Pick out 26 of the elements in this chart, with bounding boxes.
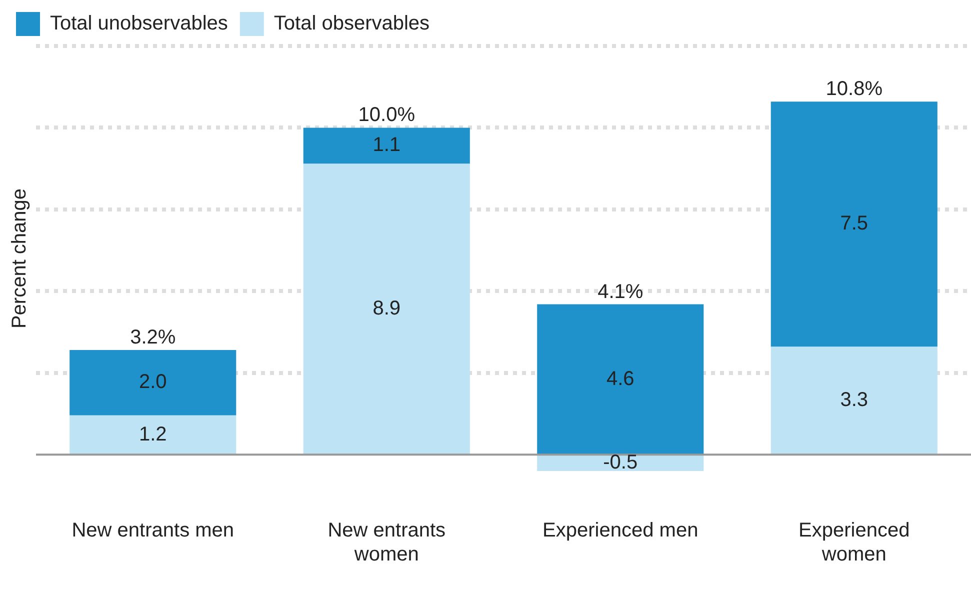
y-axis-title: Percent change bbox=[8, 188, 31, 329]
total-label: 3.2% bbox=[130, 326, 176, 349]
bar bbox=[303, 164, 470, 455]
data-label: 4.6 bbox=[606, 368, 634, 390]
bar bbox=[770, 102, 938, 347]
bar bbox=[303, 128, 470, 164]
data-label: 2.0 bbox=[138, 371, 167, 394]
data-label: -0.5 bbox=[603, 451, 638, 474]
legend-label: Total observables bbox=[274, 12, 430, 35]
x-tick-label: Experienced women bbox=[798, 520, 910, 566]
x-tick-label: New entrants men bbox=[72, 520, 234, 542]
data-label: 3.3 bbox=[840, 389, 868, 412]
data-label: 1.1 bbox=[372, 134, 401, 156]
total-label: 10.0% bbox=[358, 104, 416, 126]
legend-label: Total unobservables bbox=[50, 12, 228, 35]
bar bbox=[70, 350, 236, 416]
bar bbox=[70, 415, 236, 455]
total-label: 4.1% bbox=[598, 280, 644, 303]
bar bbox=[770, 346, 938, 455]
data-label: 1.2 bbox=[138, 424, 167, 446]
total-label: 10.8% bbox=[826, 78, 883, 100]
x-tick-label: New entrants women bbox=[328, 520, 446, 566]
data-label: 8.9 bbox=[372, 298, 401, 320]
x-tick-label: Experienced men bbox=[542, 520, 698, 542]
data-label: 7.5 bbox=[840, 212, 868, 235]
bar bbox=[537, 304, 704, 455]
